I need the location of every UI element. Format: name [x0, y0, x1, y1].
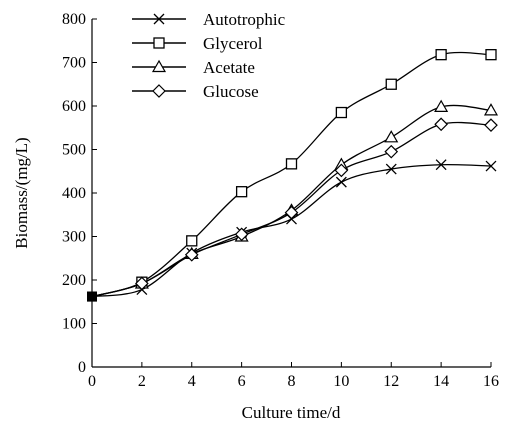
legend-marker-glucose [152, 84, 166, 98]
glucose-point [184, 247, 199, 262]
series-group [87, 49, 499, 302]
series-glycerol [87, 49, 497, 302]
x-tick-label: 10 [333, 373, 349, 390]
legend-label-acetate: Acetate [203, 58, 255, 77]
legend-label-autotrophic: Autotrophic [203, 10, 286, 29]
glycerol-line [91, 51, 492, 298]
x-tick-label: 12 [383, 373, 399, 390]
autotrophic-line [91, 163, 492, 298]
glucose-point [334, 163, 349, 178]
legend-label-glucose: Glucose [203, 82, 259, 101]
glycerol-point [235, 186, 248, 198]
y-axis-label: Biomass/(mg/L) [12, 137, 31, 248]
series-glucose [87, 117, 498, 302]
glucose-point [234, 227, 249, 242]
glycerol-point [335, 106, 348, 119]
x-tick-label: 6 [238, 373, 246, 390]
glucose-point [484, 118, 498, 132]
x-tick-label: 4 [188, 373, 196, 390]
x-tick-label: 0 [88, 373, 96, 390]
y-tick-label: 200 [62, 272, 86, 289]
x-tick-label: 8 [288, 373, 296, 390]
glycerol-point [435, 49, 447, 61]
x-tick-label: 14 [433, 373, 449, 390]
y-tick-label: 300 [62, 229, 86, 246]
acetate-point [483, 103, 499, 116]
x-tick-label: 16 [483, 373, 499, 390]
acetate-line [91, 104, 492, 298]
legend-marker-autotrophic [153, 13, 165, 25]
acetate-point [384, 130, 399, 143]
autotrophic-point [335, 176, 347, 188]
ticks: 0 2 4 6 8 10 12 14 16 0 100 200 300 400 500 600 700 800 [62, 11, 499, 390]
autotrophic-point [435, 159, 447, 171]
y-tick-label: 500 [62, 142, 86, 159]
glucose-point [384, 144, 399, 159]
y-tick-label: 800 [62, 11, 86, 28]
glucose-point [434, 117, 448, 132]
x-axis-label: Culture time/d [242, 403, 341, 422]
x-tick-label: 2 [138, 373, 146, 390]
glycerol-point [385, 78, 397, 90]
series-acetate [87, 99, 499, 302]
glucose-start-point [87, 291, 97, 302]
y-tick-label: 0 [78, 359, 86, 376]
legend-label-glycerol: Glycerol [203, 34, 263, 53]
y-tick-label: 600 [62, 98, 86, 115]
glycerol-point [485, 49, 497, 61]
glycerol-point [285, 158, 298, 170]
y-tick-label: 400 [62, 185, 86, 202]
y-tick-label: 100 [62, 316, 86, 333]
glucose-point [135, 276, 149, 291]
acetate-point [434, 99, 449, 112]
legend: Autotrophic Glycerol Acetate Glucose [132, 10, 286, 101]
glucose-point [284, 205, 299, 220]
legend-marker-glycerol [153, 37, 165, 49]
legend-marker-acetate [151, 59, 167, 73]
glycerol-point [186, 235, 198, 247]
y-tick-label: 700 [62, 55, 86, 72]
autotrophic-point [485, 160, 497, 172]
autotrophic-point [385, 163, 397, 175]
axes [91, 19, 491, 368]
